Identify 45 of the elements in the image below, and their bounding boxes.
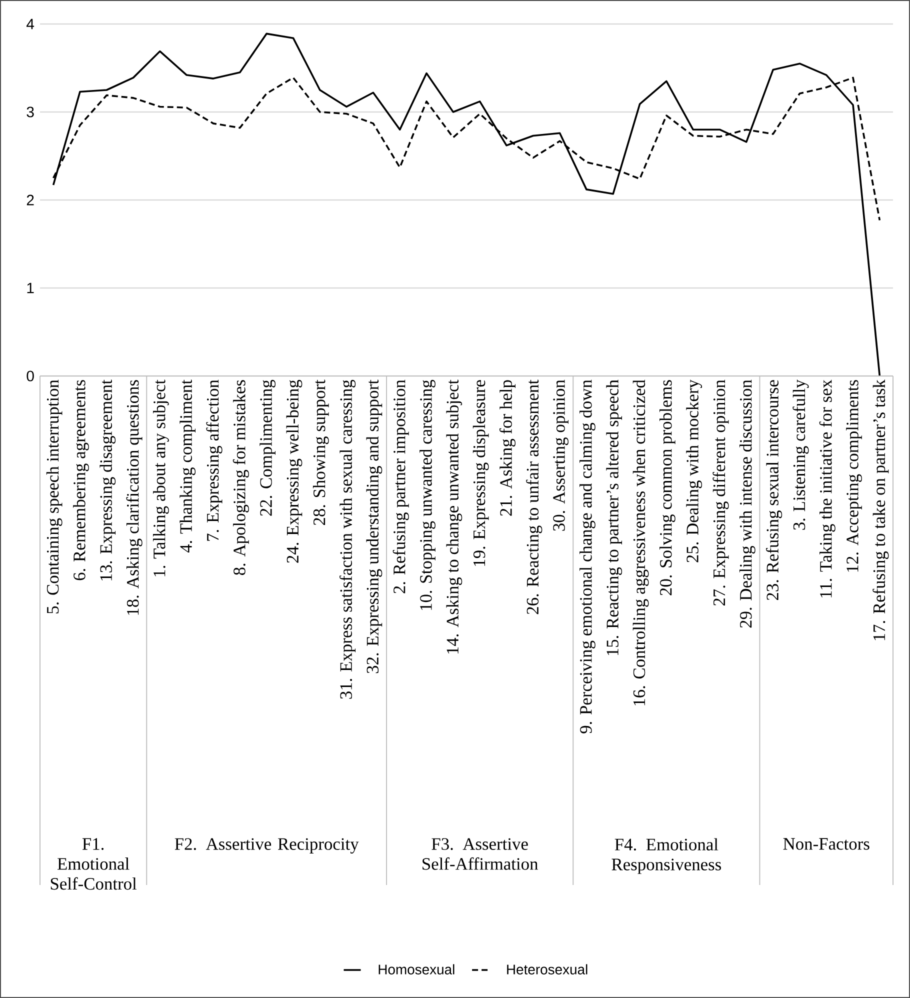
- line-series: [52, 32, 881, 377]
- x-tick-label: 32. Expressing understanding and support: [366, 380, 382, 674]
- x-tick-label: 8. Apologizing for mistakes: [232, 380, 249, 575]
- text: F3. Assertive Self-Affirmation: [422, 838, 538, 870]
- y-tick-label: 1: [27, 282, 34, 294]
- x-tick-label: 15. Reacting to partner’s altered speech: [606, 380, 622, 656]
- x-tick-label: 30. Asserting opinion: [553, 380, 568, 531]
- text: F4. Emotional Responsiveness: [612, 838, 722, 874]
- x-tick-label: 28. Showing support: [312, 380, 329, 526]
- x-tick-label: 5. Containing speech interruption: [46, 380, 62, 614]
- x-tick-label: 10. Stopping unwanted caressing: [420, 380, 436, 610]
- x-tick-label: 20. Solving common problems: [660, 380, 676, 596]
- x-tick-label: 21. Asking for help: [499, 380, 516, 516]
- x-tick-label: 23. Refusing sexual intercourse: [766, 380, 782, 600]
- x-tick-label: 27. Expressing different opinion: [712, 380, 729, 606]
- x-tick-label: 1. Talking about any subject: [153, 380, 169, 576]
- x-tick-label: 9. Perceiving emotional change and calming down: [580, 380, 596, 734]
- x-tick-label: 7. Expressing affection: [206, 380, 222, 541]
- legend-label: Heterosexual: [507, 964, 588, 974]
- y-tick-label: 4: [26, 18, 34, 30]
- y-tick-label: 0: [26, 370, 34, 382]
- x-tick-label: 24. Expressing well-being: [286, 380, 302, 563]
- x-tick-label: 16. Controlling aggressiveness when criticized: [632, 380, 649, 706]
- x-tick-label: 25. Dealing with mockery: [686, 380, 702, 562]
- x-tick-label: 29. Dealing with intense discussion: [739, 380, 756, 628]
- x-tick-label: 2. Refusing partner imposition: [392, 380, 409, 594]
- text: Non-Factors: [783, 838, 870, 850]
- x-tick-label: 3. Listening carefully: [792, 380, 809, 530]
- legend-label: Homosexual: [378, 964, 454, 974]
- x-tick-label: 17. Refusing to take on partner’s task: [872, 380, 889, 640]
- text: F1. Emotional Self-Control: [50, 838, 137, 890]
- x-tick-label: 6. Remembering agreements: [73, 380, 89, 580]
- x-tick-label: 31. Express satisfaction with sexual caressing: [340, 380, 356, 699]
- y-tick-label: 3: [26, 106, 34, 118]
- x-tick-label: 22. Complimenting: [260, 380, 276, 516]
- y-tick-label: 2: [26, 194, 34, 206]
- x-tick-label: 11. Taking the initiative for sex: [819, 380, 836, 598]
- x-tick-label: 4. Thanking compliment: [180, 380, 196, 553]
- x-tick-label: 12. Accepting compliments: [846, 380, 862, 572]
- text: F2. Assertive Reciprocity: [174, 838, 359, 854]
- x-tick-label: 14. Asking to change unwanted subject: [446, 380, 462, 654]
- x-tick-label: 19. Expressing displeasure: [472, 380, 489, 566]
- x-tick-label: 13. Expressing disagreement: [100, 380, 116, 580]
- x-tick-label: 18. Asking clarification questions: [126, 380, 142, 615]
- x-tick-label: 26. Reacting to unfair assessment: [526, 380, 542, 614]
